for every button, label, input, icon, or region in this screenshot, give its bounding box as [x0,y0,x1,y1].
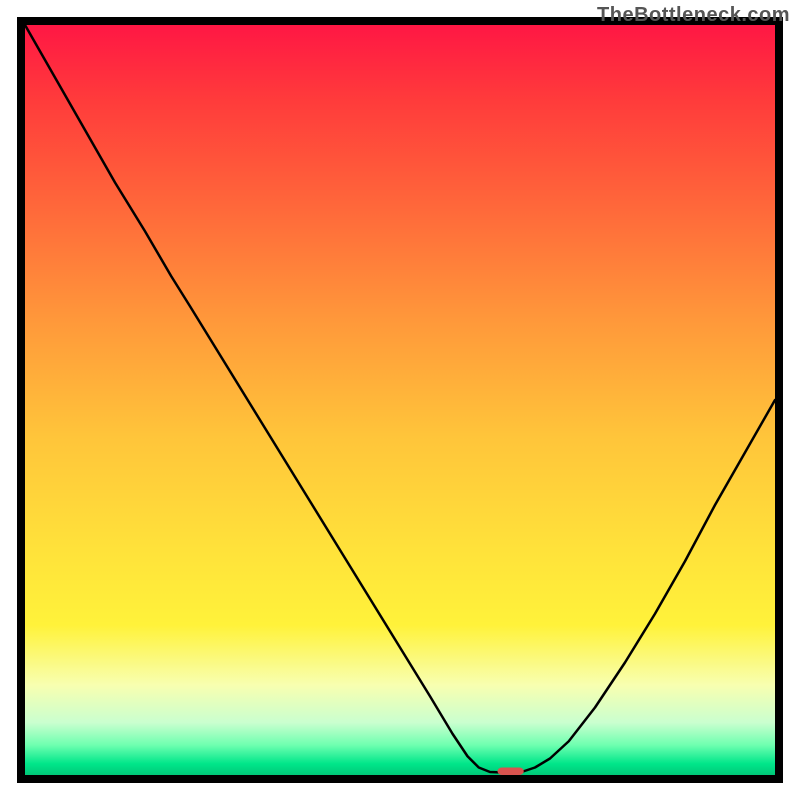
min-marker [498,767,524,775]
plot-background [25,25,775,775]
watermark-text: TheBottleneck.com [597,4,790,27]
chart-svg [0,0,800,800]
bottleneck-chart: TheBottleneck.com [0,0,800,800]
